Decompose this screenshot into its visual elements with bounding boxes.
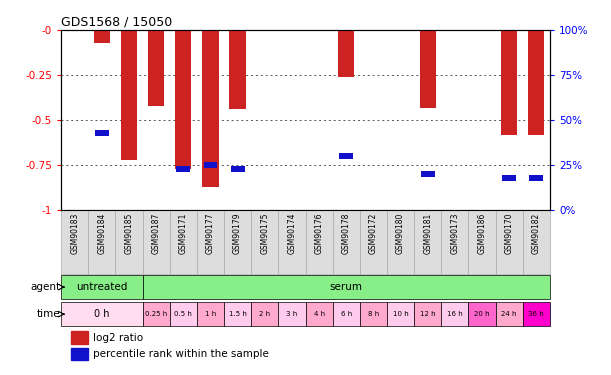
FancyBboxPatch shape bbox=[523, 302, 550, 326]
Text: GSM90179: GSM90179 bbox=[233, 212, 242, 254]
FancyBboxPatch shape bbox=[170, 210, 197, 273]
Bar bbox=[339, 153, 353, 159]
FancyBboxPatch shape bbox=[414, 302, 441, 326]
Bar bbox=[528, 30, 544, 135]
FancyBboxPatch shape bbox=[61, 275, 142, 299]
Text: untreated: untreated bbox=[76, 282, 128, 292]
FancyBboxPatch shape bbox=[197, 210, 224, 273]
Text: GSM90175: GSM90175 bbox=[260, 212, 269, 254]
FancyBboxPatch shape bbox=[142, 210, 170, 273]
FancyBboxPatch shape bbox=[61, 302, 142, 326]
FancyBboxPatch shape bbox=[496, 302, 523, 326]
FancyBboxPatch shape bbox=[523, 210, 550, 273]
Bar bbox=[175, 30, 191, 169]
Bar bbox=[502, 175, 516, 181]
Text: GSM90170: GSM90170 bbox=[505, 212, 514, 254]
FancyBboxPatch shape bbox=[414, 210, 441, 273]
FancyBboxPatch shape bbox=[142, 275, 550, 299]
Text: GSM90174: GSM90174 bbox=[287, 212, 296, 254]
FancyBboxPatch shape bbox=[441, 210, 469, 273]
Bar bbox=[121, 30, 137, 160]
FancyBboxPatch shape bbox=[306, 210, 332, 273]
FancyBboxPatch shape bbox=[496, 210, 523, 273]
FancyBboxPatch shape bbox=[88, 210, 115, 273]
FancyBboxPatch shape bbox=[279, 210, 306, 273]
Bar bbox=[71, 331, 89, 344]
Text: GSM90185: GSM90185 bbox=[125, 212, 133, 254]
Text: 2 h: 2 h bbox=[259, 311, 270, 317]
FancyBboxPatch shape bbox=[360, 302, 387, 326]
Text: 3 h: 3 h bbox=[287, 311, 298, 317]
FancyBboxPatch shape bbox=[142, 302, 170, 326]
Bar bbox=[529, 175, 543, 181]
Bar bbox=[231, 166, 244, 172]
Text: GSM90171: GSM90171 bbox=[179, 212, 188, 254]
Text: 6 h: 6 h bbox=[340, 311, 352, 317]
Bar bbox=[148, 30, 164, 106]
Text: 36 h: 36 h bbox=[529, 311, 544, 317]
Text: 20 h: 20 h bbox=[474, 311, 490, 317]
Text: 4 h: 4 h bbox=[313, 311, 324, 317]
Text: GSM90182: GSM90182 bbox=[532, 212, 541, 254]
Bar bbox=[230, 30, 246, 109]
Bar bbox=[501, 30, 518, 135]
FancyBboxPatch shape bbox=[332, 210, 360, 273]
Text: log2 ratio: log2 ratio bbox=[93, 333, 144, 343]
Text: 10 h: 10 h bbox=[393, 311, 408, 317]
FancyBboxPatch shape bbox=[441, 302, 469, 326]
Text: 0.25 h: 0.25 h bbox=[145, 311, 167, 317]
Text: 1.5 h: 1.5 h bbox=[229, 311, 247, 317]
Text: GSM90183: GSM90183 bbox=[70, 212, 79, 254]
Text: GSM90187: GSM90187 bbox=[152, 212, 161, 254]
Bar bbox=[203, 162, 218, 168]
Bar bbox=[338, 30, 354, 77]
FancyBboxPatch shape bbox=[469, 302, 496, 326]
Bar bbox=[420, 30, 436, 108]
FancyBboxPatch shape bbox=[332, 302, 360, 326]
Text: GSM90181: GSM90181 bbox=[423, 212, 432, 254]
Text: 24 h: 24 h bbox=[502, 311, 517, 317]
Text: GDS1568 / 15050: GDS1568 / 15050 bbox=[61, 16, 172, 29]
Text: time: time bbox=[37, 309, 60, 319]
Text: 0.5 h: 0.5 h bbox=[174, 311, 192, 317]
Bar bbox=[202, 30, 219, 187]
Bar bbox=[177, 166, 190, 172]
FancyBboxPatch shape bbox=[251, 210, 279, 273]
FancyBboxPatch shape bbox=[279, 302, 306, 326]
Text: 16 h: 16 h bbox=[447, 311, 463, 317]
FancyBboxPatch shape bbox=[170, 302, 197, 326]
FancyBboxPatch shape bbox=[469, 210, 496, 273]
Bar bbox=[93, 30, 110, 43]
FancyBboxPatch shape bbox=[387, 302, 414, 326]
Text: agent: agent bbox=[31, 282, 60, 292]
FancyBboxPatch shape bbox=[61, 210, 88, 273]
FancyBboxPatch shape bbox=[306, 302, 332, 326]
Text: GSM90178: GSM90178 bbox=[342, 212, 351, 254]
Text: GSM90180: GSM90180 bbox=[396, 212, 405, 254]
FancyBboxPatch shape bbox=[387, 210, 414, 273]
FancyBboxPatch shape bbox=[197, 302, 224, 326]
Text: serum: serum bbox=[330, 282, 363, 292]
FancyBboxPatch shape bbox=[115, 210, 142, 273]
Text: GSM90186: GSM90186 bbox=[478, 212, 486, 254]
Text: GSM90177: GSM90177 bbox=[206, 212, 215, 254]
FancyBboxPatch shape bbox=[224, 210, 251, 273]
Text: GSM90176: GSM90176 bbox=[315, 212, 324, 254]
FancyBboxPatch shape bbox=[251, 302, 279, 326]
Bar bbox=[95, 130, 109, 136]
Bar bbox=[421, 171, 434, 177]
Text: 8 h: 8 h bbox=[368, 311, 379, 317]
Bar bbox=[71, 348, 89, 360]
Text: percentile rank within the sample: percentile rank within the sample bbox=[93, 349, 269, 359]
Text: GSM90173: GSM90173 bbox=[450, 212, 459, 254]
Text: GSM90184: GSM90184 bbox=[97, 212, 106, 254]
FancyBboxPatch shape bbox=[224, 302, 251, 326]
FancyBboxPatch shape bbox=[360, 210, 387, 273]
Text: 12 h: 12 h bbox=[420, 311, 436, 317]
Text: GSM90172: GSM90172 bbox=[369, 212, 378, 254]
Text: 0 h: 0 h bbox=[94, 309, 109, 319]
Text: 1 h: 1 h bbox=[205, 311, 216, 317]
